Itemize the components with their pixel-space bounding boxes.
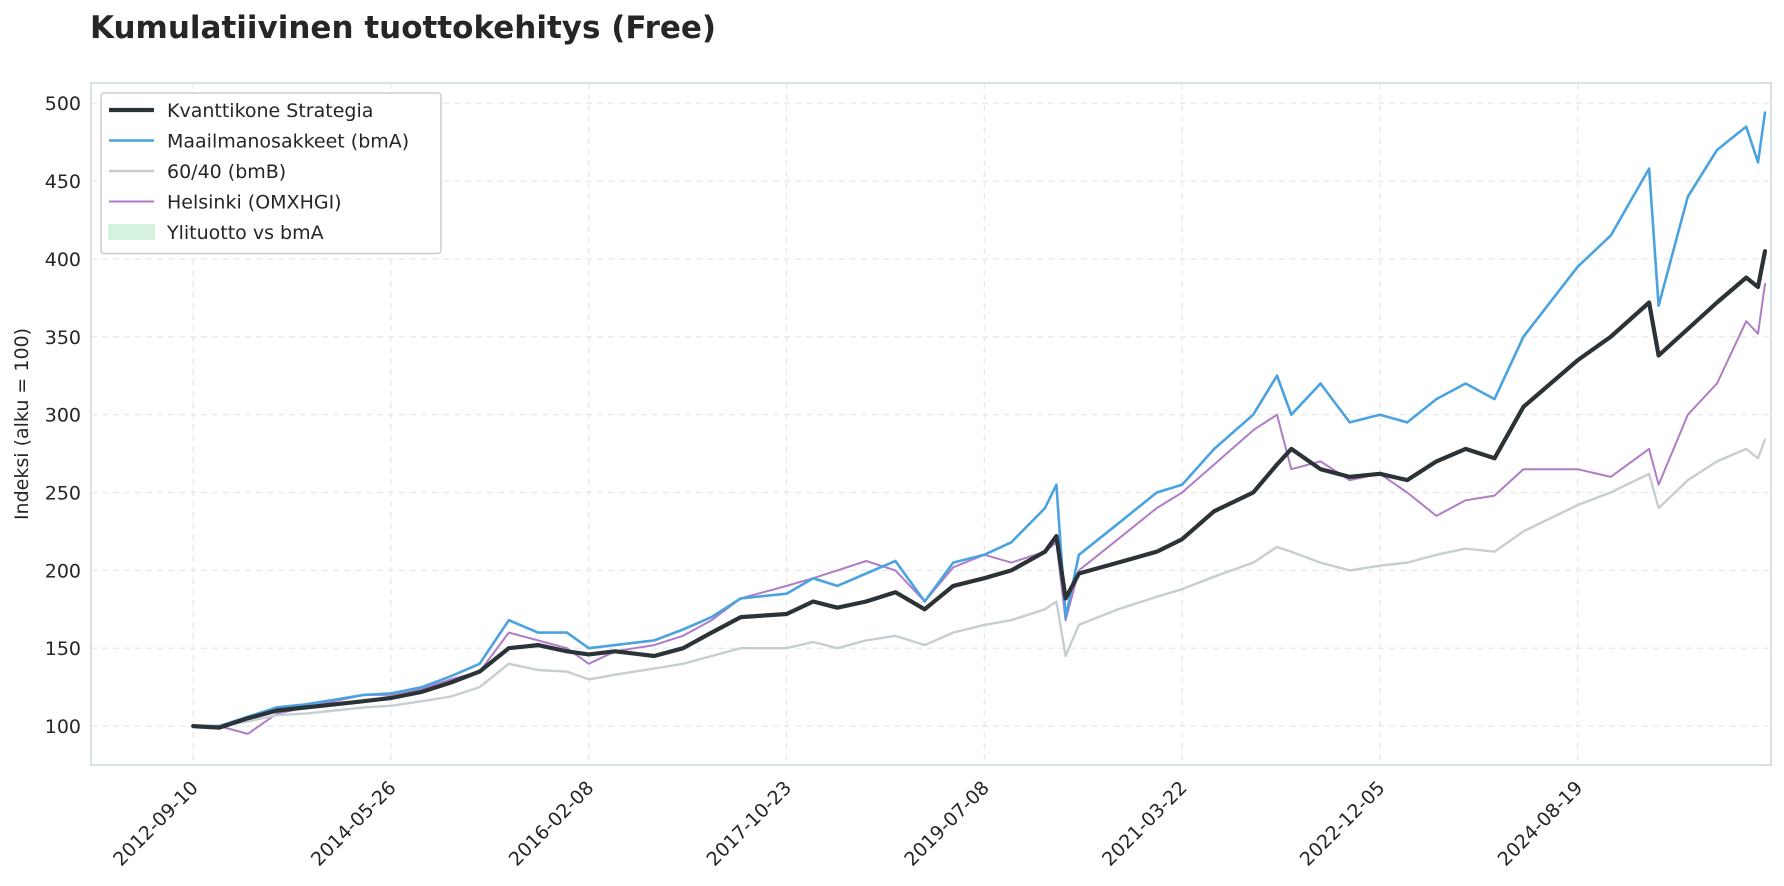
legend-swatch bbox=[108, 224, 155, 240]
y-tick-label: 400 bbox=[45, 249, 81, 271]
y-tick-label: 100 bbox=[45, 716, 81, 738]
legend-label: 60/40 (bmB) bbox=[167, 161, 286, 183]
y-tick-label: 250 bbox=[45, 483, 81, 505]
y-tick-label: 450 bbox=[45, 171, 81, 193]
x-tick-label: 2024-08-19 bbox=[1494, 777, 1588, 871]
series-lines bbox=[191, 111, 1768, 735]
y-tick-label: 200 bbox=[45, 560, 81, 582]
legend-items: Kvanttikone Strategia Maailmanosakkeet (b… bbox=[108, 100, 409, 244]
legend-label: Kvanttikone Strategia bbox=[167, 100, 373, 122]
y-tick-label: 300 bbox=[45, 405, 81, 427]
series-line-balanced-60-40 bbox=[192, 438, 1767, 728]
series-line-strategy bbox=[191, 249, 1768, 730]
legend-label: Maailmanosakkeet (bmA) bbox=[167, 131, 409, 153]
legend-label: Helsinki (OMXHGI) bbox=[167, 192, 342, 214]
y-tick-label: 500 bbox=[45, 93, 81, 115]
x-tick-label: 2014-05-26 bbox=[307, 777, 401, 871]
legend-label: Ylituotto vs bmA bbox=[166, 222, 324, 244]
y-tick-label: 350 bbox=[45, 327, 81, 349]
legend: Kvanttikone Strategia Maailmanosakkeet (b… bbox=[100, 92, 442, 255]
chart-title: Kumulatiivinen tuottokehitys (Free) bbox=[90, 10, 717, 46]
series-line-world-equities bbox=[191, 111, 1767, 728]
y-tick-label: 150 bbox=[45, 638, 81, 660]
x-tick-label: 2012-09-10 bbox=[109, 777, 203, 871]
x-tick-label: 2019-07-08 bbox=[900, 777, 994, 871]
y-axis-label: Indeksi (alku = 100) bbox=[11, 328, 33, 520]
x-tick-label: 2017-10-23 bbox=[702, 777, 796, 871]
x-tick-label: 2021-03-22 bbox=[1098, 777, 1192, 871]
legend-box bbox=[100, 92, 442, 255]
x-tick-label: 2022-12-05 bbox=[1296, 777, 1390, 871]
x-tick-label: 2016-02-08 bbox=[505, 777, 599, 871]
